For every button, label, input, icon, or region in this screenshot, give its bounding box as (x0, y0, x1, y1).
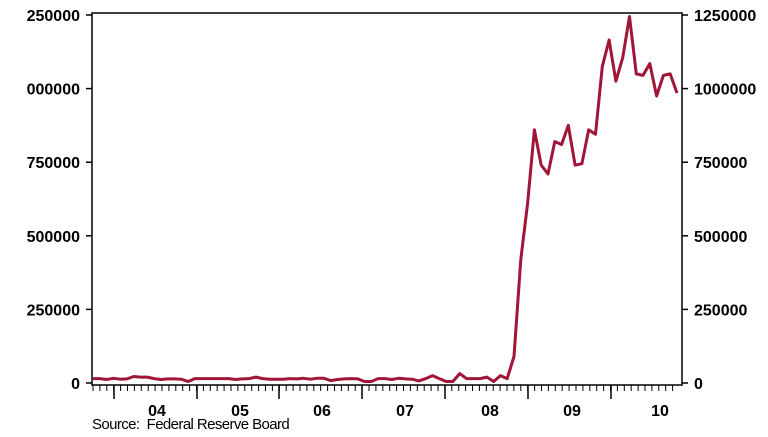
x-tick-label: 07 (396, 403, 414, 420)
x-tick-label: 05 (231, 403, 249, 420)
x-axis-tick-labels: 04 05 06 07 08 09 10 (148, 403, 669, 420)
right-y-tick-label: 750000 (694, 155, 747, 172)
right-y-tick-label: 0 (694, 376, 703, 393)
right-y-tick-label: 1000000 (694, 82, 756, 99)
series-line (93, 15, 679, 383)
x-tick-label: 08 (481, 403, 499, 420)
right-y-tick-label: 500000 (694, 229, 747, 246)
left-y-tick-label: 000000 (27, 82, 80, 99)
left-y-tick-label: 750000 (27, 155, 80, 172)
right-y-tick-label: 250000 (694, 302, 747, 319)
left-y-tick-label: 250000 (27, 302, 80, 319)
x-tick-label: 09 (563, 403, 581, 420)
x-tick-label: 10 (651, 403, 669, 420)
right-axis-tick-labels: 1250000 1000000 750000 500000 250000 0 (682, 8, 756, 393)
right-y-tick-label: 1250000 (694, 8, 756, 25)
plot-area (91, 12, 683, 386)
left-y-tick-label: 250000 (27, 8, 80, 25)
x-axis-ticks (92, 385, 674, 399)
left-y-tick-label: 0 (71, 376, 80, 393)
source-note: Source: Federal Reserve Board (92, 416, 290, 433)
x-tick-label: 06 (313, 403, 331, 420)
left-axis-tick-labels: 250000 000000 750000 500000 250000 0 (27, 8, 92, 393)
x-tick-label: 04 (148, 403, 166, 420)
left-y-tick-label: 500000 (27, 229, 80, 246)
